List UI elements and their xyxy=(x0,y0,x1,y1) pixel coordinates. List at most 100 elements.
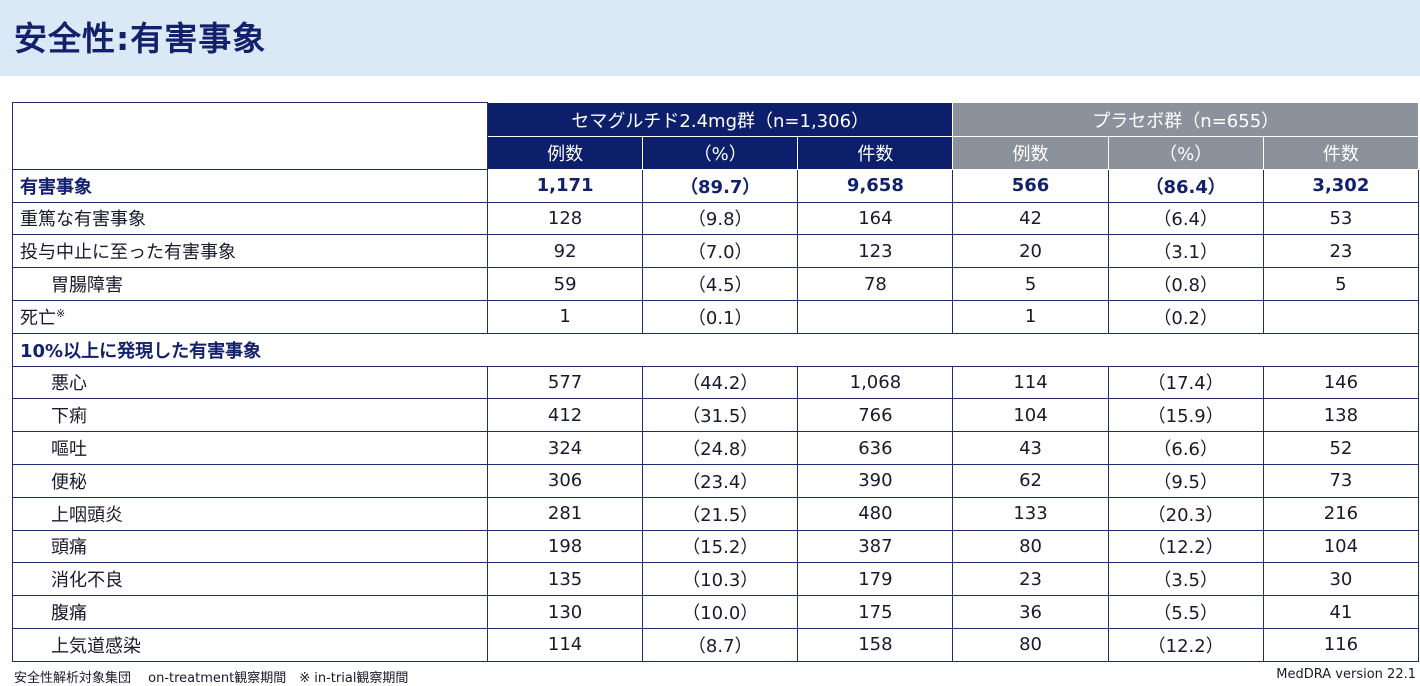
cell: 30 xyxy=(1262,562,1420,597)
label-text: 有害事象 xyxy=(20,176,92,198)
cell: 3,302 xyxy=(1262,168,1420,203)
data-row: 胃腸障害 59 （4.5） 78 5 （0.8） 5 xyxy=(12,267,1420,301)
column-header: （%） xyxy=(1107,136,1264,170)
label-text: 下痢 xyxy=(51,406,87,428)
label-text: 嘔吐 xyxy=(51,439,87,461)
cell: 36 xyxy=(952,595,1109,629)
data-row: 嘔吐 324 （24.8） 636 43 （6.6） 52 xyxy=(12,431,1420,465)
cell: 73 xyxy=(1262,463,1420,498)
cell xyxy=(1262,299,1420,334)
label-text: 胃腸障害 xyxy=(51,275,123,297)
group-row: セマグルチド2.4mg群（n=1,306） プラセボ群（n=655） xyxy=(12,102,1419,137)
data-row: 腹痛 130 （10.0） 175 36 （5.5） 41 xyxy=(12,595,1420,629)
row-label: 下痢 xyxy=(12,398,488,433)
cell: 216 xyxy=(1262,496,1420,531)
cell: （12.2） xyxy=(1107,529,1264,564)
data-row: 重篤な有害事象 128 （9.8） 164 42 （6.4） 53 xyxy=(12,201,1420,236)
cell: 164 xyxy=(797,201,954,236)
header-band xyxy=(0,0,1420,76)
row-label: 頭痛 xyxy=(12,529,488,564)
cell: 130 xyxy=(486,595,644,629)
cell: 480 xyxy=(797,496,954,531)
cell: （31.5） xyxy=(642,398,799,433)
cell: （12.2） xyxy=(1107,627,1264,662)
corner xyxy=(12,102,488,137)
cell: 53 xyxy=(1262,201,1420,236)
label-text: 重篤な有害事象 xyxy=(20,209,146,231)
cell: 766 xyxy=(797,398,954,433)
cell: 80 xyxy=(952,627,1109,662)
cell: 138 xyxy=(1262,398,1420,433)
column-header: 件数 xyxy=(797,136,954,170)
row-label: 10%以上に発現した有害事象 xyxy=(12,332,1419,367)
label-text: 便秘 xyxy=(51,471,87,493)
cell: 306 xyxy=(486,463,644,498)
cell: （0.8） xyxy=(1107,267,1264,301)
table-body: 有害事象 1,171 （89.7） 9,658 566 （86.4） 3,302 重篤な有害事… xyxy=(12,168,1420,662)
cell: （23.4） xyxy=(642,463,799,498)
data-row: 投与中止に至った有害事象 92 （7.0） 123 20 （3.1） 23 xyxy=(12,234,1420,269)
data-row: 消化不良 135 （10.3） 179 23 （3.5） 30 xyxy=(12,562,1420,597)
data-row: 上咽頭炎 281 （21.5） 480 133 （20.3） 216 xyxy=(12,496,1420,531)
cell: （3.1） xyxy=(1107,234,1264,269)
cell: 636 xyxy=(797,431,954,465)
cell: 52 xyxy=(1262,431,1420,465)
cell: 179 xyxy=(797,562,954,597)
cell: （10.3） xyxy=(642,562,799,597)
cell: 390 xyxy=(797,463,954,498)
label-text: 死亡 xyxy=(20,307,56,329)
label-text: 10%以上に発現した有害事象 xyxy=(20,340,262,362)
note-mark: ※ xyxy=(56,306,66,320)
cell: （10.0） xyxy=(642,595,799,629)
group-header: プラセボ群（n=655） xyxy=(952,102,1419,137)
cell: 412 xyxy=(486,398,644,433)
cell: 5 xyxy=(952,267,1109,301)
cell: 198 xyxy=(486,529,644,564)
label-text: 上咽頭炎 xyxy=(51,504,123,526)
label-text: 消化不良 xyxy=(51,570,123,592)
row-label: 有害事象 xyxy=(12,168,488,203)
footnote: 安全性解析対象集団 on-treatment観察期間 ※ in-trial観察期… xyxy=(14,671,409,686)
cell: 324 xyxy=(486,431,644,465)
cell: （17.4） xyxy=(1107,365,1264,400)
cell: （5.5） xyxy=(1107,595,1264,629)
cell: （9.5） xyxy=(1107,463,1264,498)
row-label: 消化不良 xyxy=(12,562,488,597)
cell: 1,171 xyxy=(486,168,644,203)
cell: 114 xyxy=(486,627,644,662)
cell: 78 xyxy=(797,267,954,301)
cell: 116 xyxy=(1262,627,1420,662)
row-label: 便秘 xyxy=(12,463,488,498)
cell: （7.0） xyxy=(642,234,799,269)
row-label: 腹痛 xyxy=(12,595,488,629)
cell: （24.8） xyxy=(642,431,799,465)
cell: 135 xyxy=(486,562,644,597)
cell: （9.8） xyxy=(642,201,799,236)
row-label: 嘔吐 xyxy=(12,431,488,465)
section-row: 10%以上に発現した有害事象 xyxy=(12,332,1419,367)
data-row: 上気道感染 114 （8.7） 158 80 （12.2） 116 xyxy=(12,627,1420,662)
data-row: 便秘 306 （23.4） 390 62 （9.5） 73 xyxy=(12,463,1420,498)
cell: 158 xyxy=(797,627,954,662)
cell: （86.4） xyxy=(1107,168,1264,203)
cell: 104 xyxy=(1262,529,1420,564)
cell: 92 xyxy=(486,234,644,269)
data-row: 死亡※ 1 （0.1） 1 （0.2） xyxy=(12,299,1420,334)
label-text: 腹痛 xyxy=(51,603,87,625)
cell: （4.5） xyxy=(642,267,799,301)
cell: （6.6） xyxy=(1107,431,1264,465)
row-label: 上気道感染 xyxy=(12,627,488,662)
cell: 9,658 xyxy=(797,168,954,203)
cell: （21.5） xyxy=(642,496,799,531)
row-label: 投与中止に至った有害事象 xyxy=(12,234,488,269)
data-row: 有害事象 1,171 （89.7） 9,658 566 （86.4） 3,302 xyxy=(12,168,1420,203)
data-row: 下痢 412 （31.5） 766 104 （15.9） 138 xyxy=(12,398,1420,433)
cell: （44.2） xyxy=(642,365,799,400)
cell: 41 xyxy=(1262,595,1420,629)
row-label: 上咽頭炎 xyxy=(12,496,488,531)
label-text: 投与中止に至った有害事象 xyxy=(20,242,236,264)
cell: 1 xyxy=(486,299,644,334)
cell: 59 xyxy=(486,267,644,301)
version-note: MedDRA version 22.1 xyxy=(1276,667,1416,682)
